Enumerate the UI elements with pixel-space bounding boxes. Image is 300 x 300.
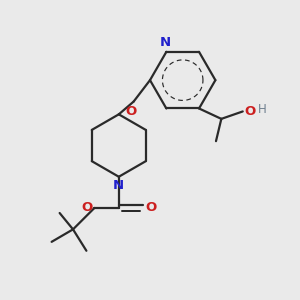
Text: H: H	[258, 103, 267, 116]
Text: O: O	[145, 202, 157, 214]
Text: O: O	[244, 105, 256, 118]
Text: O: O	[126, 105, 137, 118]
Text: N: N	[113, 179, 124, 192]
Text: N: N	[159, 37, 170, 50]
Text: O: O	[81, 202, 92, 214]
